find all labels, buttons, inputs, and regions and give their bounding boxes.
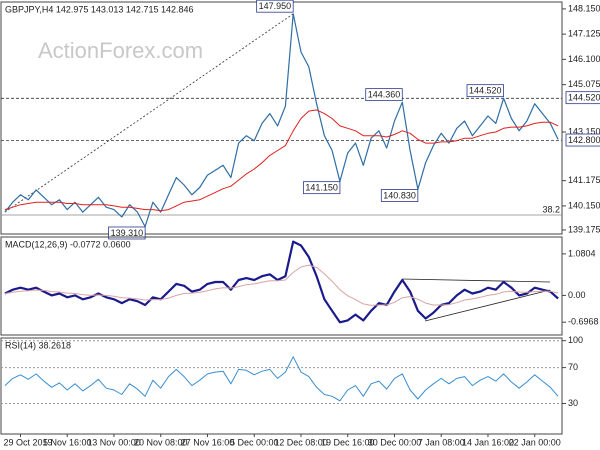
fib-label: 38.2 [542,204,560,214]
x-tick-label: 13 Nov 00:00 [87,437,141,447]
series-line [4,240,559,324]
x-tick-label: 5 Dec 00:00 [230,437,279,447]
label-box [380,189,419,202]
y-tick-label: 146.100 [568,54,600,64]
y-tick-label: 147.125 [568,29,600,39]
x-tick-label: 22 Jan 00:00 [509,437,561,447]
series-line [4,109,559,212]
label-box [466,84,504,98]
y-tick-label: 30 [568,398,578,408]
value-label: 142.800 [568,135,600,145]
series-line [4,356,559,402]
label-box [565,91,600,105]
label-box [108,226,146,240]
trend-line [424,289,551,322]
series-line [4,13,559,228]
value-label: 141.150 [305,183,338,193]
x-tick-label: 20 Nov 08:00 [134,437,188,447]
series-line [4,264,559,306]
label-box [256,0,294,13]
x-tick-label: 5 Nov 16:00 [43,437,92,447]
label-box [365,88,403,102]
value-label: 144.520 [469,86,502,96]
panel-frame [0,337,563,435]
y-tick-label: 141.175 [568,175,600,185]
trend-line [401,278,551,283]
value-label: 144.360 [368,90,401,100]
panel-frame [0,236,563,336]
label-box [302,181,341,195]
y-tick-label: 148.150 [568,3,600,13]
value-label: 139.310 [111,228,144,238]
y-tick-label: 1.0804 [568,248,596,258]
watermark: ActionForex.com [38,38,203,63]
value-label: 144.520 [568,93,600,103]
y-tick-label: 140.150 [568,200,600,210]
panel-title: GBPJPY,H4 142.975 143.013 142.715 142.84… [5,4,194,14]
y-tick-label: -0.6968 [568,317,599,327]
y-tick-label: 70 [568,362,578,372]
x-tick-label: 29 Oct 2019 [3,437,52,447]
panel-title: MACD(12,26,9) -0.0772 0.0600 [5,239,131,249]
y-tick-label: 145.075 [568,79,600,89]
label-box [565,133,600,147]
x-tick-label: 14 Jan 16:00 [462,437,514,447]
y-tick-label: 143.150 [568,126,600,136]
y-tick-label: 100 [568,335,583,345]
x-tick-label: 12 Dec 08:00 [274,437,328,447]
x-tick-label: 27 Nov 16:00 [181,437,235,447]
x-tick-label: 19 Dec 16:00 [321,437,375,447]
x-tick-label: 30 Dec 00:00 [368,437,422,447]
y-tick-label: 139.175 [568,224,600,234]
x-tick-label: 7 Jan 08:00 [418,437,465,447]
panel-frame [0,1,563,235]
panel-title: RSI(14) 38.2618 [5,340,71,350]
y-tick-label: 0.00 [568,290,586,300]
value-label: 147.950 [259,1,292,11]
value-label: 140.830 [383,191,416,201]
